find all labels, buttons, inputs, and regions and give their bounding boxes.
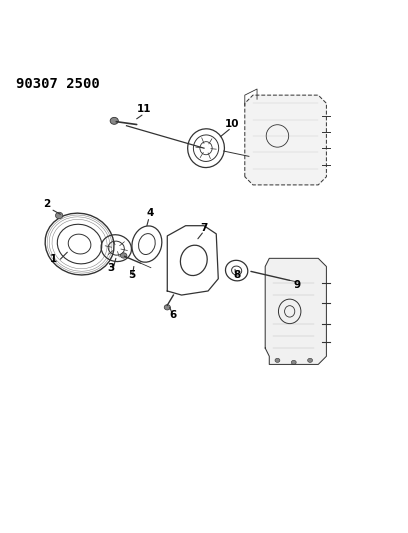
Text: 8: 8 — [234, 270, 241, 279]
Text: 4: 4 — [146, 207, 154, 217]
Text: 3: 3 — [107, 263, 115, 273]
Text: 2: 2 — [43, 199, 51, 209]
Text: 1: 1 — [49, 254, 57, 264]
Ellipse shape — [308, 358, 313, 362]
Ellipse shape — [164, 305, 171, 310]
Text: 90307 2500: 90307 2500 — [16, 77, 100, 91]
Text: 5: 5 — [128, 270, 135, 280]
Text: 10: 10 — [224, 118, 239, 128]
Ellipse shape — [55, 212, 63, 219]
Ellipse shape — [275, 358, 280, 362]
Text: 11: 11 — [136, 104, 151, 114]
Text: 7: 7 — [200, 223, 208, 232]
Text: 6: 6 — [170, 310, 177, 319]
Ellipse shape — [120, 253, 127, 258]
Polygon shape — [265, 259, 326, 365]
Text: 9: 9 — [293, 280, 301, 290]
Polygon shape — [245, 95, 326, 185]
Ellipse shape — [291, 360, 296, 365]
Ellipse shape — [110, 117, 118, 124]
